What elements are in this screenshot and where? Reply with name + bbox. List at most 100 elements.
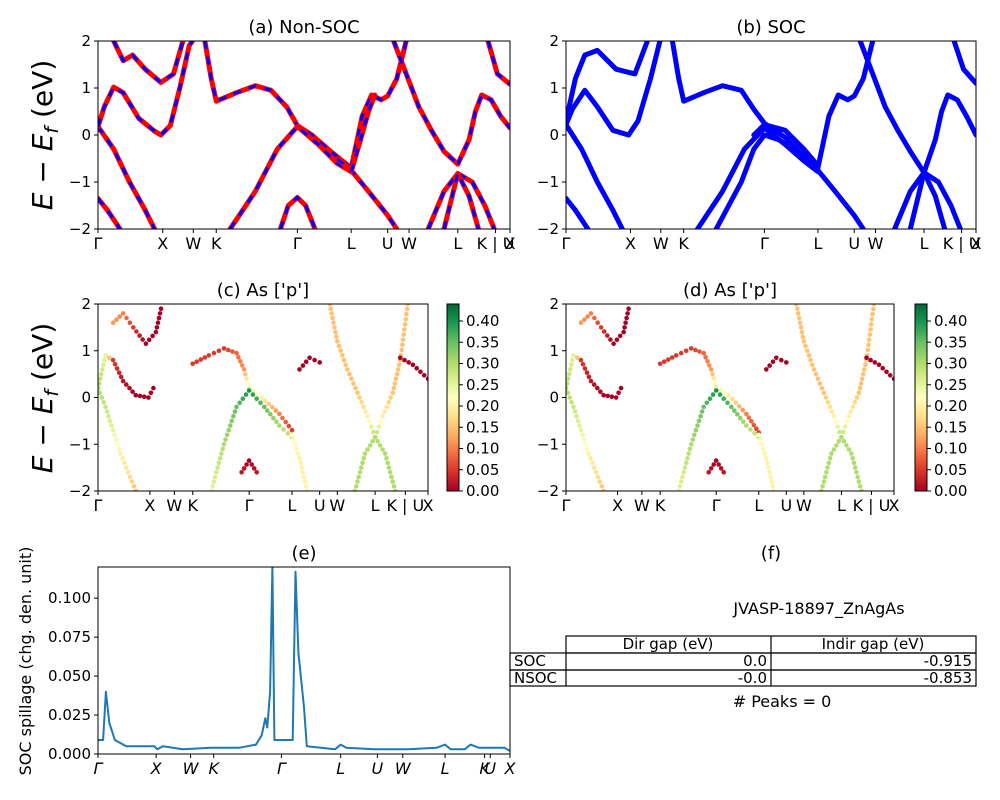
colorbar-tick-label: 0.30 [466, 355, 499, 373]
band-point [703, 354, 708, 360]
x-tick-label: Γ [94, 496, 103, 515]
band-point [151, 385, 156, 391]
band-point [336, 343, 342, 349]
band-point [343, 362, 349, 368]
band-line [751, 122, 821, 169]
band-point [340, 353, 345, 358]
x-tick-label: K [655, 496, 666, 515]
band-point [277, 411, 282, 417]
band-point [148, 390, 154, 396]
band-point [568, 367, 573, 372]
band-point [609, 394, 615, 400]
band-point [211, 350, 217, 356]
y-tick-label: 1 [549, 342, 559, 360]
band-point [303, 484, 309, 489]
band-point [389, 474, 394, 480]
band-point [871, 306, 876, 312]
x-tick-label: U [848, 234, 860, 253]
band-point [289, 432, 295, 438]
band-point [578, 357, 584, 363]
x-tick-label: X [612, 496, 623, 515]
band-point [425, 376, 428, 382]
band-point [146, 337, 152, 343]
band-point [312, 357, 317, 363]
band-point [258, 400, 263, 406]
band-point [811, 367, 817, 372]
band-point [762, 451, 768, 456]
band-line [334, 156, 400, 229]
panel-b-title: (b) SOC [736, 17, 805, 38]
band-point [625, 311, 630, 316]
band-point [387, 470, 393, 475]
x-tick-label: K | U [943, 234, 981, 253]
band-point [158, 306, 164, 312]
band-point [369, 424, 374, 430]
band-point [338, 348, 344, 354]
band-point [806, 353, 812, 358]
band-line [857, 41, 927, 176]
band-point [665, 357, 671, 362]
band-point [854, 395, 860, 400]
band-point [744, 411, 749, 417]
panel-f-title: (f) [761, 543, 781, 564]
band-point [114, 366, 120, 371]
band-point [771, 488, 777, 491]
band-point [801, 339, 807, 344]
band-point [706, 470, 711, 475]
band-point [695, 423, 700, 428]
panel-a-title: (a) Non-SOC [248, 17, 359, 38]
colorbar-tick-label: 0.05 [934, 461, 967, 479]
band-line-dashed [278, 195, 317, 229]
band-point [410, 362, 416, 368]
band-point [357, 470, 363, 475]
band-point [796, 315, 802, 321]
x-tick-label: L [920, 234, 929, 253]
band-point [116, 370, 122, 376]
band-point [351, 381, 356, 386]
band-point [117, 314, 123, 319]
system-id: JVASP-18897_ZnAgAs [732, 599, 904, 619]
colorbar-tick-label: 0.05 [466, 461, 499, 479]
y-tick-label: 1 [81, 79, 91, 97]
panel-e-title: (e) [291, 543, 316, 564]
band-point [774, 355, 779, 361]
colorbar-tick-label: 0.35 [934, 333, 967, 351]
band-point [759, 442, 765, 447]
y-tick-label: 0.025 [48, 706, 91, 724]
band-point [390, 390, 396, 396]
band-point [611, 341, 616, 347]
y-tick-label: 1 [549, 79, 559, 97]
table-cell: -0.853 [924, 669, 972, 687]
band-line-dashed [349, 41, 408, 169]
colorbar-tick-label: 0.20 [466, 397, 499, 415]
band-point [598, 389, 603, 395]
band-point [569, 362, 574, 368]
band-point [156, 315, 162, 321]
band-point [245, 381, 251, 386]
band-point [243, 392, 249, 397]
band-point [214, 470, 219, 475]
band-point [598, 325, 604, 330]
band-point [567, 395, 573, 400]
band-point [572, 409, 578, 414]
x-tick-label: K [678, 234, 689, 253]
band-point [599, 484, 604, 489]
y-tick-label: −1 [69, 435, 91, 453]
band-point [246, 458, 252, 463]
band-point [852, 399, 858, 405]
band-point [688, 346, 694, 351]
band-point [291, 437, 296, 442]
band-point [855, 474, 860, 480]
band-point [740, 407, 746, 413]
x-tick-label: K [479, 759, 491, 778]
band-point [367, 443, 373, 448]
band-point [378, 419, 384, 424]
band-point [116, 446, 122, 452]
band-point [372, 434, 378, 440]
band-point [850, 404, 856, 410]
band-point [597, 479, 603, 484]
x-tick-label: X [423, 496, 434, 515]
table-header-indir: Indir gap (eV) [822, 635, 925, 653]
panel-d-title: (d) As ['p'] [683, 280, 777, 301]
band-point [817, 381, 823, 386]
